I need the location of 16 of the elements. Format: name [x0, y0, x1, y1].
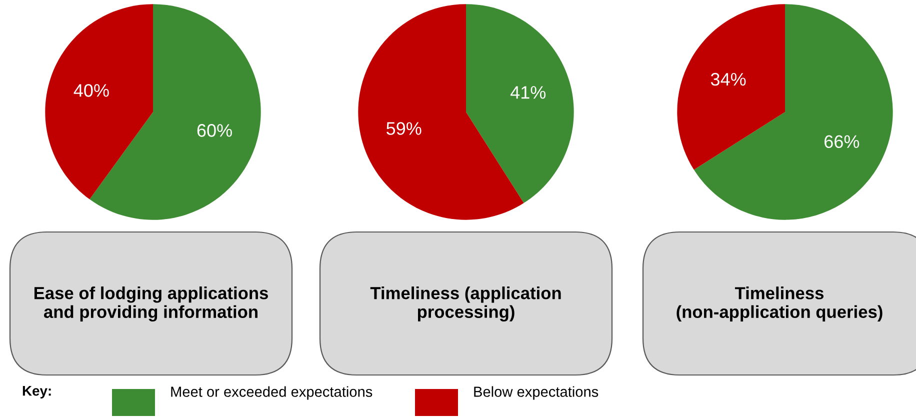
legend-label: Meet or exceeded expectations: [171, 386, 372, 400]
data-label: 34%: [710, 72, 746, 86]
pie-slice: [694, 4, 893, 220]
legend-label: Below expectations: [474, 386, 598, 400]
pie-slice: [45, 4, 153, 200]
data-label: 40%: [74, 84, 109, 97]
text: Timeliness (application processing): [370, 286, 561, 322]
data-label: 41%: [510, 86, 546, 99]
text: Ease of lodging applications and providing information: [34, 286, 268, 322]
pie-slice: [677, 4, 785, 170]
text: Timeliness (non-application queries): [676, 286, 882, 322]
pie-slice: [466, 4, 574, 204]
legend-title: Key:: [22, 386, 51, 398]
data-label: 66%: [824, 135, 860, 148]
data-label: 60%: [197, 124, 232, 137]
data-label: 59%: [386, 122, 422, 135]
